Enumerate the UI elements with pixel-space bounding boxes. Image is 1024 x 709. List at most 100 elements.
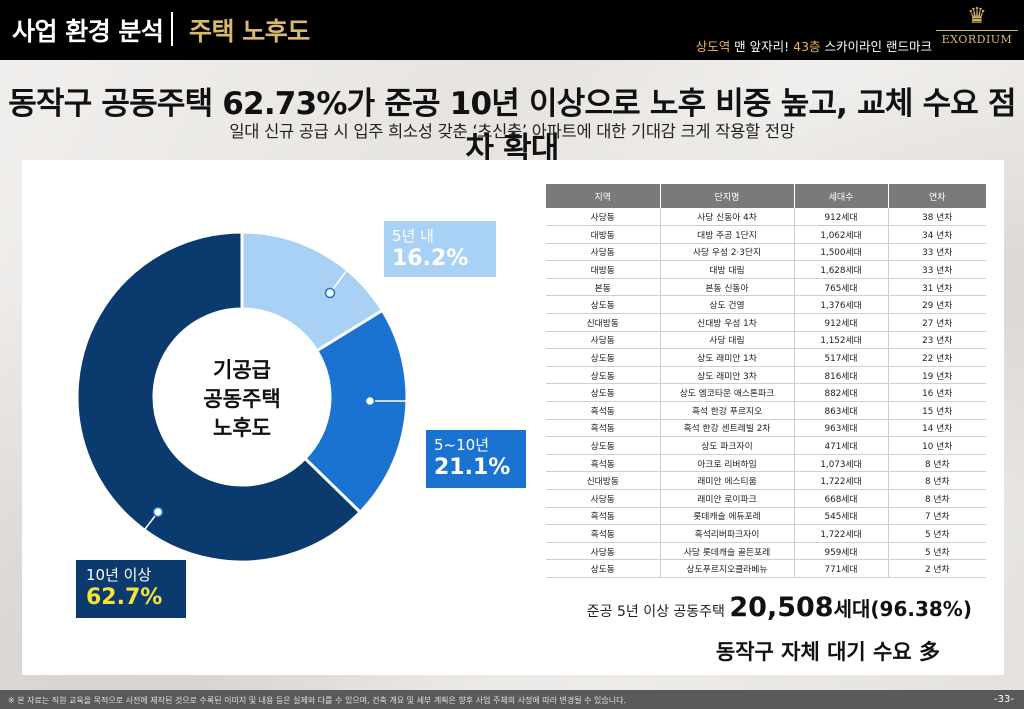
page-header: 사업 환경 분석 주택 노후도 상도역 맨 앞자리! 43층 스카이라인 랜드마… xyxy=(0,0,1024,60)
cell-age: 15 년차 xyxy=(888,401,986,420)
table-row: 대방동 대방 대림 1,628세대 33 년차 xyxy=(546,260,986,279)
cell-households: 765세대 xyxy=(794,278,889,297)
table-row: 신대방동 신대방 우성 1차 912세대 27 년차 xyxy=(546,313,986,332)
summary-total: 준공 5년 이상 공동주택 20,508세대(96.38%) xyxy=(587,592,972,623)
table-row: 흑석동 흑석리버파크자이 1,722세대 5 년차 xyxy=(546,524,986,543)
cell-region: 상도동 xyxy=(546,383,661,403)
summary-label: 준공 5년 이상 공동주택 xyxy=(586,604,730,620)
table-row: 흑석동 롯데캐슬 에듀포레 545세대 7 년차 xyxy=(546,507,986,526)
cell-households: 1,722세대 xyxy=(794,524,889,543)
chart-center-title: 기공급 공동주택 노후도 xyxy=(183,356,301,443)
cell-age: 29 년차 xyxy=(888,295,986,315)
tagline-mid: 맨 앞자리! xyxy=(730,39,794,54)
cell-complex: 아크로 리버하임 xyxy=(660,454,795,473)
tagline-floors: 43층 xyxy=(793,39,821,54)
cell-households: 771세대 xyxy=(794,559,889,578)
cell-households: 1,722세대 xyxy=(794,471,889,490)
cell-complex: 사당 우성 2·3단지 xyxy=(660,243,795,262)
cell-region: 상도동 xyxy=(546,348,661,367)
slice-5-10yr xyxy=(302,308,409,515)
cell-complex: 상도 래미안 1차 xyxy=(660,348,795,367)
headline: 동작구 공동주택 62.73%가 준공 10년 이상으로 노후 비중 높고, 교… xyxy=(8,86,1016,167)
cell-region: 사당동 xyxy=(546,542,661,561)
cell-age: 8 년차 xyxy=(888,454,986,473)
page-footer: ※ 본 자료는 직원 교육을 목적으로 사전에 제작된 것으로 수록된 이미지 … xyxy=(0,690,1024,709)
table-row: 대방동 대방 주공 1단지 1,062세대 34 년차 xyxy=(546,225,986,244)
cell-age: 2 년차 xyxy=(888,559,986,578)
leader-5yr-dot xyxy=(324,287,336,299)
summary-demand: 동작구 자체 대기 수요 多 xyxy=(715,640,940,664)
cell-households: 963세대 xyxy=(794,419,889,438)
cell-region: 상도동 xyxy=(546,436,661,455)
cell-complex: 흑석 한강 센트레빌 2차 xyxy=(660,419,795,438)
header-tagline: 상도역 맨 앞자리! 43층 스카이라인 랜드마크 xyxy=(696,36,932,55)
leader-10yr-plus xyxy=(119,511,159,563)
cell-households: 863세대 xyxy=(794,401,889,420)
cell-households: 912세대 xyxy=(794,313,889,332)
cell-age: 31 년차 xyxy=(888,278,986,297)
cell-age: 5 년차 xyxy=(888,542,986,561)
brand-logo: ♛ EXORDIUM xyxy=(936,4,1018,54)
leader-5-10yr-dot xyxy=(364,395,376,407)
summary-pct: (96.38%) xyxy=(870,597,972,621)
table-row: 흑석동 흑석 한강 센트레빌 2차 963세대 14 년차 xyxy=(546,419,986,438)
cell-region: 신대방동 xyxy=(546,471,661,490)
table-row: 상도동 상도 래미안 3차 816세대 19 년차 xyxy=(546,366,986,385)
col-age: 연차 xyxy=(888,184,986,208)
col-region: 지역 xyxy=(546,184,661,208)
cell-age: 8 년차 xyxy=(888,471,986,490)
summary-unit: 세대 xyxy=(833,597,871,621)
cell-complex: 사당 신동아 4차 xyxy=(660,208,795,227)
cell-households: 545세대 xyxy=(794,507,889,526)
table-row: 상도동 상도 건영 1,376세대 29 년차 xyxy=(546,295,986,315)
cell-households: 816세대 xyxy=(794,366,889,385)
sub-title: 주택 노후도 xyxy=(189,17,310,46)
cell-region: 흑석동 xyxy=(546,454,661,473)
callout-10yr-plus-label: 10년 이상 xyxy=(86,566,152,584)
cell-age: 5 년차 xyxy=(888,524,986,543)
callout-5yr-label: 5년 내 xyxy=(392,227,434,245)
center-title-line-1: 기공급 xyxy=(213,358,271,382)
cell-age: 38 년차 xyxy=(888,208,986,227)
cell-complex: 대방 주공 1단지 xyxy=(660,225,795,244)
tagline-suffix: 스카이라인 랜드마크 xyxy=(820,39,932,54)
cell-region: 상도동 xyxy=(546,295,661,315)
cell-households: 882세대 xyxy=(794,383,889,403)
cell-households: 517세대 xyxy=(794,348,889,367)
cell-age: 19 년차 xyxy=(888,366,986,385)
callout-5-10yr-label: 5~10년 xyxy=(434,436,489,454)
cell-households: 1,628세대 xyxy=(794,260,889,279)
summary-value: 20,508 xyxy=(729,592,834,623)
cell-age: 7 년차 xyxy=(888,507,986,526)
subline: 일대 신규 공급 시 입주 희소성 갖춘 ‘초신축’ 아파트에 대한 기대감 크… xyxy=(229,122,795,141)
center-title-line-2: 공동주택 xyxy=(203,387,281,411)
callout-10yr-plus: 10년 이상 62.7% xyxy=(76,560,186,618)
callout-5-10yr: 5~10년 21.1% xyxy=(426,430,526,488)
cell-region: 대방동 xyxy=(546,260,661,279)
lion-crest-icon: ♛ xyxy=(967,4,987,29)
cell-households: 912세대 xyxy=(794,208,889,227)
cell-households: 1,152세대 xyxy=(794,331,889,350)
table-row: 상도동 상도 파크자이 471세대 10 년차 xyxy=(546,436,986,455)
center-title-line-3: 노후도 xyxy=(213,416,271,440)
table-row: 본동 본동 신동아 765세대 31 년차 xyxy=(546,278,986,297)
cell-complex: 본동 신동아 xyxy=(660,278,795,297)
cell-age: 34 년차 xyxy=(888,225,986,244)
cell-households: 1,062세대 xyxy=(794,225,889,244)
cell-complex: 래미안 에스티움 xyxy=(660,471,795,490)
cell-region: 사당동 xyxy=(546,208,661,227)
cell-region: 사당동 xyxy=(546,489,661,508)
cell-age: 27 년차 xyxy=(888,313,986,332)
cell-households: 1,073세대 xyxy=(794,454,889,473)
cell-complex: 흑석 한강 푸르지오 xyxy=(660,401,795,420)
cell-region: 상도동 xyxy=(546,559,661,578)
table-row: 사당동 래미안 로이파크 668세대 8 년차 xyxy=(546,489,986,508)
cell-complex: 상도푸르지오클라베뉴 xyxy=(660,559,795,578)
cell-households: 668세대 xyxy=(794,489,889,508)
table-row: 신대방동 래미안 에스티움 1,722세대 8 년차 xyxy=(546,471,986,490)
table-row: 상도동 상도 엠코타운 애스톤파크 882세대 16 년차 xyxy=(546,383,986,403)
logo-name: EXORDIUM xyxy=(936,30,1018,46)
callout-5yr-value: 16.2% xyxy=(392,246,469,271)
cell-complex: 대방 대림 xyxy=(660,260,795,279)
table-row: 사당동 사당 롯데캐슬 골든포레 959세대 5 년차 xyxy=(546,542,986,561)
